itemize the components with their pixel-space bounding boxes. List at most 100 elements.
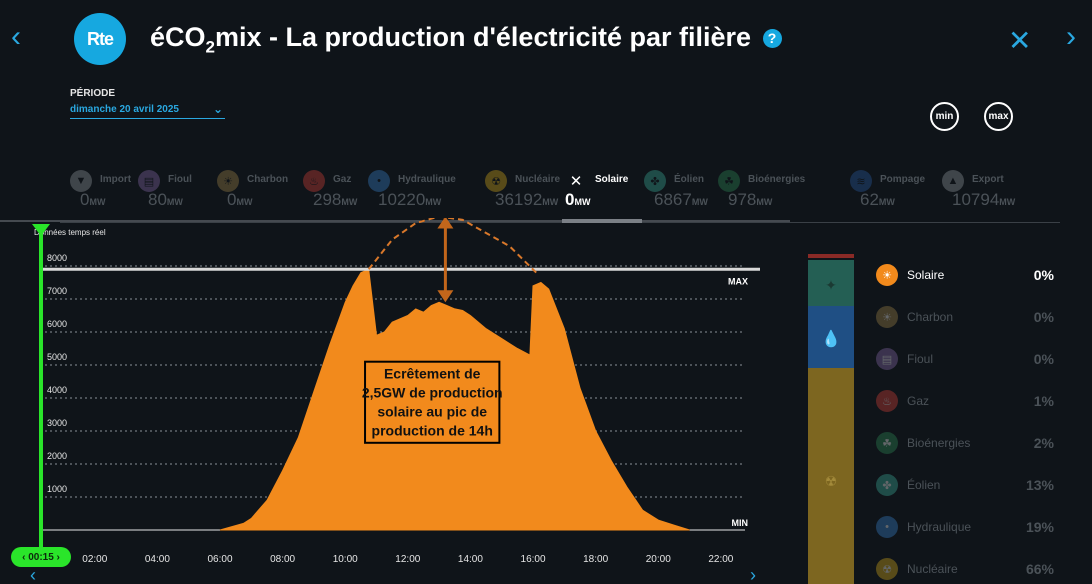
- clipping-arrow-head-down: [437, 290, 454, 303]
- source-icon: ☘: [718, 170, 740, 192]
- source-value-number: 6867: [654, 190, 692, 209]
- source-icon: ✕: [569, 173, 583, 190]
- source-value: 80MW: [148, 190, 183, 210]
- mix-row[interactable]: ▤ Fioul 0%: [876, 348, 1056, 374]
- mix-row[interactable]: ☀ Charbon 0%: [876, 306, 1056, 332]
- min-button[interactable]: min: [930, 102, 959, 131]
- mix-source-pct: 2%: [1033, 435, 1054, 451]
- mix-source-icon: ☀: [876, 306, 898, 328]
- chart-next-icon[interactable]: ›: [750, 565, 756, 584]
- mix-row[interactable]: ☢ Nucléaire 66%: [876, 558, 1056, 584]
- mix-source-name: Fioul: [907, 352, 934, 366]
- period-date-value: dimanche 20 avril 2025: [70, 104, 179, 115]
- mix-source-icon: •: [876, 516, 898, 538]
- mix-row[interactable]: ♨ Gaz 1%: [876, 390, 1056, 416]
- source-value: 0MW: [227, 190, 252, 210]
- chart-corner-label: Données temps réel: [34, 228, 106, 237]
- source-value: 0MW: [80, 190, 105, 210]
- solar-production-chart: Données temps réel 1000 2000 3000 4000 5000 60…: [0, 218, 790, 565]
- source-value-number: 10794: [952, 190, 1000, 209]
- source-value-number: 80: [148, 190, 167, 209]
- y-tick-label: 3000: [47, 418, 67, 428]
- source-value: 62MW: [860, 190, 895, 210]
- sources-legend: ▼ Import 0MW ▤ Fioul 80MW ☀ Charbon 0MW ♨ Gaz 298MW…: [60, 168, 1060, 226]
- source-icon: ▲: [942, 170, 964, 192]
- source-icon: ♨: [303, 170, 325, 192]
- mix-source-pct: 1%: [1033, 393, 1054, 409]
- mix-source-name: Bioénergies: [907, 436, 971, 450]
- mix-source-name: Nucléaire: [907, 562, 958, 576]
- source-value-number: 298: [313, 190, 342, 209]
- rte-logo: Rte: [74, 13, 126, 65]
- x-tick-label: 10:00: [333, 554, 358, 565]
- source-icon: ☢: [485, 170, 507, 192]
- source-icon: ▤: [138, 170, 160, 192]
- next-arrow-icon[interactable]: ›: [1066, 20, 1076, 53]
- stack-eolien: [808, 260, 854, 306]
- title-prefix: éCO: [150, 22, 206, 52]
- x-tick-label: 20:00: [646, 554, 671, 565]
- source-name: Nucléaire: [515, 174, 561, 185]
- mix-source-pct: 13%: [1025, 477, 1054, 493]
- min-label: MIN: [732, 518, 749, 528]
- mix-source-name: Gaz: [907, 394, 930, 408]
- nuclear-icon: ☢: [825, 473, 838, 489]
- mix-source-pct: 19%: [1025, 519, 1054, 535]
- mix-source-pct: 0%: [1033, 309, 1054, 325]
- x-tick-label: 04:00: [145, 554, 170, 565]
- x-tick-label: 06:00: [207, 554, 232, 565]
- source-value-number: 10220: [378, 190, 426, 209]
- source-unit: MW: [691, 197, 708, 207]
- chevron-down-icon: ⌄: [212, 102, 223, 116]
- y-tick-label: 1000: [47, 484, 67, 494]
- source-icon: •: [368, 170, 390, 192]
- page-title: éCO2mix - La production d'électricité pa…: [150, 22, 782, 57]
- mix-source-pct: 66%: [1025, 561, 1054, 577]
- mix-row[interactable]: ☀ Solaire 0%: [876, 264, 1056, 290]
- x-tick-label: 22:00: [708, 554, 733, 565]
- y-tick-label: 2000: [47, 451, 67, 461]
- clipping-arrow-head-up: [437, 218, 454, 229]
- annotation-line: 2,5GW de production: [362, 385, 503, 401]
- source-unit: MW: [999, 197, 1016, 207]
- annotation-line: solaire au pic de: [377, 404, 487, 420]
- source-name: Pompage: [880, 174, 926, 185]
- mix-source-name: Éolien: [907, 478, 941, 492]
- source-value-number: 0: [227, 190, 237, 209]
- period-date-select[interactable]: dimanche 20 avril 2025 ⌄: [70, 102, 225, 119]
- source-unit: MW: [89, 197, 106, 207]
- stack-gaz: [808, 254, 854, 258]
- x-tick-label: 14:00: [458, 554, 483, 565]
- prev-arrow-icon[interactable]: ‹: [11, 20, 21, 53]
- mix-row[interactable]: • Hydraulique 19%: [876, 516, 1056, 542]
- source-name: Import: [100, 174, 132, 185]
- source-name: Gaz: [333, 174, 352, 185]
- source-value-number: 62: [860, 190, 879, 209]
- source-icon: ▼: [70, 170, 92, 192]
- close-icon[interactable]: ✕: [1008, 25, 1032, 56]
- source-name: Éolien: [674, 174, 705, 185]
- mix-source-name: Charbon: [907, 310, 954, 324]
- source-value: 10794MW: [952, 190, 1015, 210]
- chart-prev-icon[interactable]: ‹: [30, 565, 36, 584]
- source-value-number: 0: [80, 190, 90, 209]
- annotation-line: production de 14h: [372, 423, 493, 439]
- max-button[interactable]: max: [984, 102, 1013, 131]
- source-value: 6867MW: [654, 190, 708, 210]
- source-value: 36192MW: [495, 190, 558, 210]
- y-tick-label: 6000: [47, 319, 67, 329]
- help-icon[interactable]: ?: [762, 29, 782, 49]
- source-icon: ✤: [644, 170, 666, 192]
- source-value-number: 0: [565, 190, 575, 209]
- max-label: MAX: [728, 276, 748, 286]
- time-cursor-handle[interactable]: ‹ 00:15 ›: [11, 547, 71, 567]
- source-value: 10220MW: [378, 190, 441, 210]
- mix-source-icon: ☢: [876, 558, 898, 580]
- mix-row[interactable]: ✤ Éolien 13%: [876, 474, 1056, 500]
- source-value-number: 36192: [495, 190, 543, 209]
- y-tick-label: 8000: [47, 253, 67, 263]
- stack-hydraulique: [808, 306, 854, 368]
- stack-nucleaire: [808, 368, 854, 584]
- source-unit: MW: [756, 197, 773, 207]
- mix-row[interactable]: ☘ Bioénergies 2%: [876, 432, 1056, 458]
